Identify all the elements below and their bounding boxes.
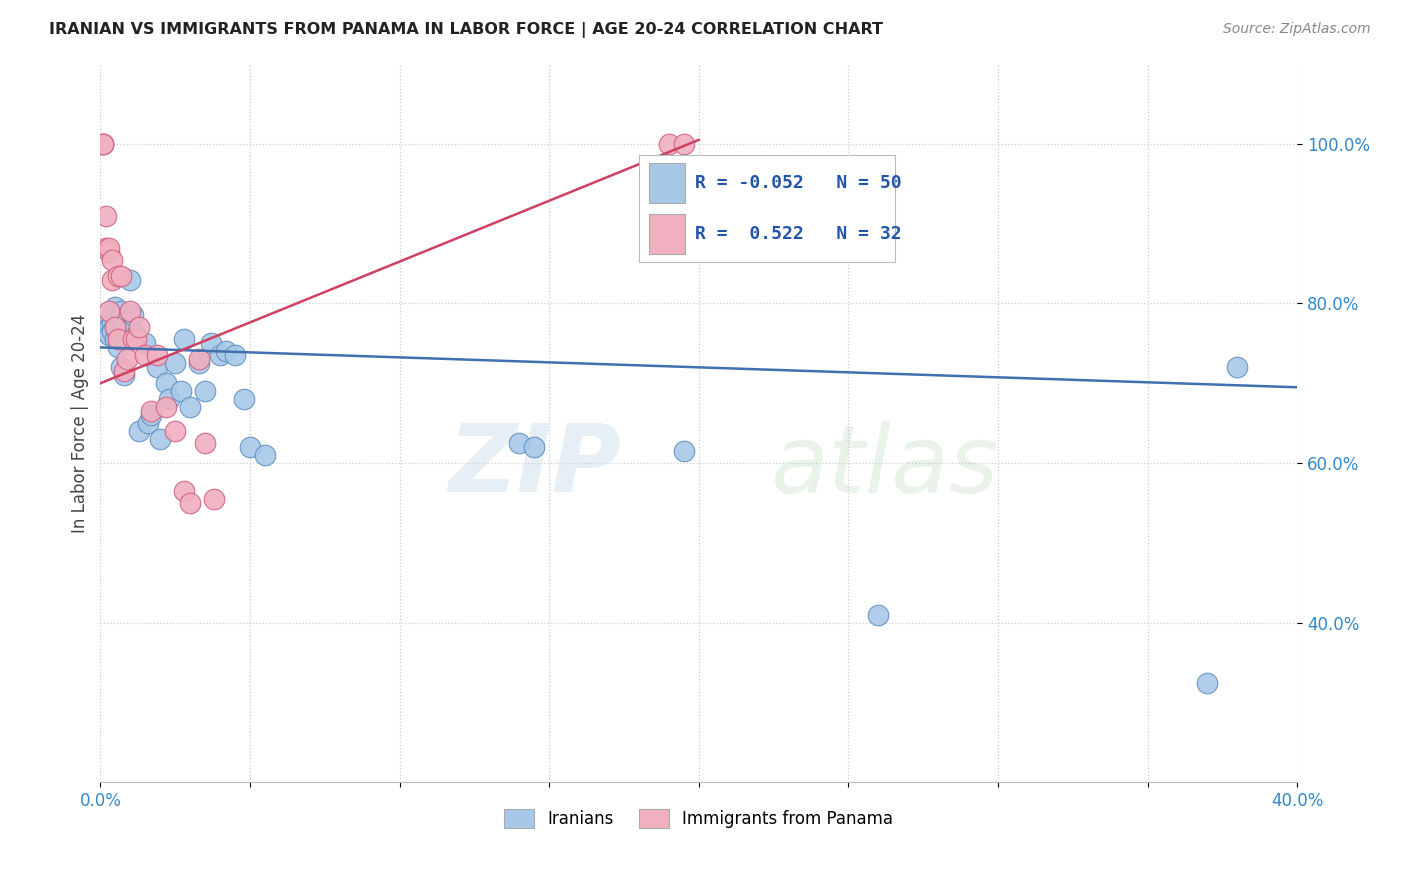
Point xyxy=(128,320,150,334)
Point xyxy=(508,436,530,450)
Text: R = -0.052   N = 50: R = -0.052 N = 50 xyxy=(695,174,901,192)
Point xyxy=(107,328,129,343)
Point xyxy=(239,440,262,454)
Point xyxy=(173,332,195,346)
Point xyxy=(98,320,121,334)
Point xyxy=(215,344,238,359)
Point xyxy=(101,272,124,286)
Point xyxy=(672,136,695,151)
Point xyxy=(194,384,217,399)
Point xyxy=(165,424,187,438)
Point xyxy=(122,332,145,346)
Point xyxy=(107,268,129,283)
Point xyxy=(120,304,142,318)
Point xyxy=(104,320,127,334)
Point xyxy=(1226,360,1249,375)
Point xyxy=(101,252,124,267)
Point xyxy=(868,607,890,622)
Point xyxy=(104,320,127,334)
Point xyxy=(98,328,121,343)
Point xyxy=(93,136,115,151)
Point xyxy=(120,272,142,286)
Text: Source: ZipAtlas.com: Source: ZipAtlas.com xyxy=(1223,22,1371,37)
Point xyxy=(233,392,256,407)
Point xyxy=(117,352,139,367)
Point xyxy=(96,241,118,255)
Point xyxy=(107,340,129,354)
Point xyxy=(112,317,135,331)
Point xyxy=(155,401,177,415)
Point xyxy=(110,360,132,375)
FancyBboxPatch shape xyxy=(650,214,685,254)
Point xyxy=(658,236,681,251)
Point xyxy=(104,332,127,346)
Point xyxy=(125,328,148,343)
Point xyxy=(179,401,201,415)
Point xyxy=(134,336,156,351)
Point xyxy=(253,448,276,462)
Point xyxy=(1197,675,1219,690)
FancyBboxPatch shape xyxy=(650,162,685,203)
Point xyxy=(93,320,115,334)
Point xyxy=(170,384,193,399)
Point xyxy=(136,416,159,430)
Point xyxy=(125,332,148,346)
Point xyxy=(202,491,225,506)
Point xyxy=(200,336,222,351)
Point xyxy=(122,309,145,323)
Point xyxy=(208,348,231,362)
Point xyxy=(112,364,135,378)
Legend: Iranians, Immigrants from Panama: Iranians, Immigrants from Panama xyxy=(498,803,900,835)
Point xyxy=(101,325,124,339)
Text: atlas: atlas xyxy=(770,421,998,512)
Point xyxy=(101,317,124,331)
Point xyxy=(134,348,156,362)
Text: R =  0.522   N = 32: R = 0.522 N = 32 xyxy=(695,225,901,243)
Text: IRANIAN VS IMMIGRANTS FROM PANAMA IN LABOR FORCE | AGE 20-24 CORRELATION CHART: IRANIAN VS IMMIGRANTS FROM PANAMA IN LAB… xyxy=(49,22,883,38)
Point xyxy=(104,301,127,315)
Point xyxy=(110,268,132,283)
Point xyxy=(188,352,211,367)
Text: ZIP: ZIP xyxy=(449,420,621,512)
Point xyxy=(141,408,163,422)
Point xyxy=(128,424,150,438)
Point xyxy=(146,348,169,362)
Point xyxy=(96,209,118,223)
Point xyxy=(194,436,217,450)
Point xyxy=(96,317,118,331)
Point xyxy=(110,304,132,318)
Point xyxy=(93,136,115,151)
Point xyxy=(179,496,201,510)
Point xyxy=(96,325,118,339)
Point xyxy=(658,136,681,151)
Point xyxy=(149,432,172,446)
Point xyxy=(157,392,180,407)
Point xyxy=(188,356,211,370)
Point xyxy=(98,241,121,255)
Point xyxy=(117,332,139,346)
Point xyxy=(98,312,121,326)
Point xyxy=(112,368,135,383)
Point xyxy=(146,360,169,375)
Point xyxy=(155,376,177,391)
Point xyxy=(107,332,129,346)
Point xyxy=(93,136,115,151)
Point xyxy=(98,304,121,318)
Point xyxy=(141,404,163,418)
Point xyxy=(224,348,246,362)
Point xyxy=(120,320,142,334)
Point xyxy=(98,244,121,259)
Y-axis label: In Labor Force | Age 20-24: In Labor Force | Age 20-24 xyxy=(72,314,89,533)
Point xyxy=(523,440,546,454)
Point xyxy=(165,356,187,370)
Point xyxy=(672,444,695,458)
Point xyxy=(173,483,195,498)
